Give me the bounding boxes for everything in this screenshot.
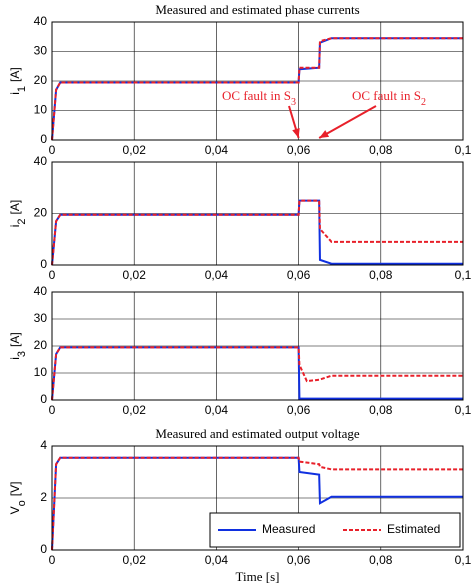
annotation: OC fault in S2 xyxy=(352,88,426,108)
data-line xyxy=(51,456,463,551)
y-tick-label: 2 xyxy=(40,490,47,504)
annotation-text: OC fault in S xyxy=(352,88,421,103)
x-tick-label: 0 xyxy=(49,268,56,282)
y-tick-label: 20 xyxy=(34,73,48,87)
y-label-subscript: 1 xyxy=(16,86,28,92)
y-label-symbol: i xyxy=(8,225,22,228)
x-tick-label: 0,02 xyxy=(123,143,147,157)
x-tick-label: 0,1 xyxy=(455,553,472,567)
y-label-subscript: o xyxy=(16,500,28,506)
x-tick-label: 0,06 xyxy=(287,403,311,417)
x-tick-label: 0,06 xyxy=(287,553,311,567)
y-axis-label: i3 [A] xyxy=(8,332,28,359)
x-tick-label: 0,02 xyxy=(123,268,147,282)
y-tick-label: 30 xyxy=(34,311,48,325)
y-tick-label: 40 xyxy=(34,154,48,168)
y-label-unit: [A] xyxy=(8,67,22,82)
data-line xyxy=(51,346,463,401)
x-tick-label: 0 xyxy=(49,403,56,417)
y-label-symbol: i xyxy=(8,92,22,95)
data-line xyxy=(51,37,463,141)
chart-title: Measured and estimated phase currents xyxy=(155,2,359,17)
x-tick-label: 0,04 xyxy=(205,268,229,282)
y-tick-label: 0 xyxy=(40,257,47,271)
y-label-unit: [A] xyxy=(8,200,22,215)
y-tick-label: 20 xyxy=(34,338,48,352)
y-tick-label: 0 xyxy=(40,542,47,556)
x-tick-label: 0,08 xyxy=(369,143,393,157)
x-tick-label: 0,1 xyxy=(455,143,472,157)
chart-title: Measured and estimated output voltage xyxy=(155,426,360,441)
data-line xyxy=(51,199,463,266)
y-tick-label: 0 xyxy=(40,392,47,406)
y-tick-label: 40 xyxy=(34,284,48,298)
y-label-symbol: i xyxy=(8,357,22,360)
x-tick-label: 0,1 xyxy=(455,403,472,417)
x-tick-label: 0,08 xyxy=(369,403,393,417)
y-tick-label: 4 xyxy=(40,438,47,452)
x-tick-label: 0,02 xyxy=(123,553,147,567)
x-tick-label: 0,1 xyxy=(455,268,472,282)
y-label-symbol: V xyxy=(8,506,22,514)
y-tick-label: 40 xyxy=(34,14,48,28)
x-tick-label: 0,08 xyxy=(369,553,393,567)
y-tick-label: 20 xyxy=(34,206,48,220)
arrow-head xyxy=(292,128,300,138)
y-axis-label: i1 [A] xyxy=(8,67,28,94)
y-label-subscript: 3 xyxy=(16,351,28,357)
x-tick-label: 0 xyxy=(49,143,56,157)
x-tick-label: 0,02 xyxy=(123,403,147,417)
x-axis-label: Time [s] xyxy=(236,569,280,584)
plot-frame xyxy=(51,161,464,266)
x-tick-label: 0,06 xyxy=(287,143,311,157)
legend-label: Estimated xyxy=(387,522,440,536)
plot-frame xyxy=(51,291,464,401)
data-line xyxy=(51,456,463,551)
data-line xyxy=(51,199,463,266)
annotation-subscript: 3 xyxy=(291,97,296,108)
y-tick-label: 10 xyxy=(34,365,48,379)
y-tick-label: 0 xyxy=(40,132,47,146)
x-tick-label: 0,06 xyxy=(287,268,311,282)
y-label-unit: [V] xyxy=(8,482,22,497)
annotation-text: OC fault in S xyxy=(222,88,291,103)
y-axis-label: Vo [V] xyxy=(8,482,28,515)
y-label-subscript: 2 xyxy=(16,218,28,224)
plot-frame xyxy=(51,445,464,551)
x-tick-label: 0,08 xyxy=(369,268,393,282)
y-tick-label: 10 xyxy=(34,103,48,117)
arrow-head xyxy=(319,130,330,138)
y-label-unit: [A] xyxy=(8,332,22,347)
y-tick-label: 30 xyxy=(34,44,48,58)
x-tick-label: 0 xyxy=(49,553,56,567)
annotation-arrow xyxy=(318,105,377,139)
legend-label: Measured xyxy=(262,522,315,536)
x-tick-label: 0,04 xyxy=(205,143,229,157)
x-tick-label: 0,04 xyxy=(205,553,229,567)
annotation-subscript: 2 xyxy=(421,97,426,108)
x-tick-label: 0,04 xyxy=(205,403,229,417)
y-axis-label: i2 [A] xyxy=(8,200,28,227)
plot-frame xyxy=(51,21,464,141)
annotation: OC fault in S3 xyxy=(222,88,296,108)
